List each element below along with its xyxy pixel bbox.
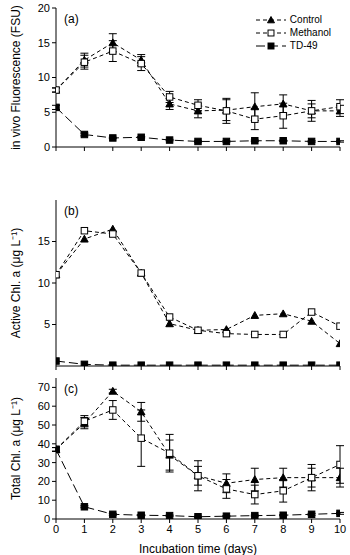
svg-text:6: 6 (223, 523, 229, 535)
svg-text:20: 20 (38, 475, 50, 487)
html-text:(c): (c) (64, 382, 78, 396)
html-text:(a): (a) (64, 12, 79, 26)
html-text:TD-49: TD-49 (289, 40, 318, 51)
html-text:Control: Control (289, 14, 323, 25)
svg-text:15: 15 (38, 37, 50, 49)
svg-text:2: 2 (110, 523, 116, 535)
svg-text:5: 5 (44, 106, 50, 118)
svg-text:20: 20 (38, 2, 50, 14)
svg-text:50: 50 (38, 419, 50, 431)
svg-text:15: 15 (38, 235, 50, 247)
svg-text:10: 10 (334, 523, 342, 535)
svg-text:0: 0 (53, 523, 59, 535)
svg-text:10: 10 (38, 277, 50, 289)
svg-text:in vivo Fluorescence (FSU): in vivo Fluorescence (FSU) (9, 5, 23, 150)
html-text:(b): (b) (64, 204, 79, 218)
svg-text:60: 60 (38, 400, 50, 412)
svg-text:0: 0 (44, 513, 50, 525)
svg-text:7: 7 (252, 523, 258, 535)
svg-text:4: 4 (167, 523, 173, 535)
svg-text:Active Chl. a (μg L⁻¹): Active Chl. a (μg L⁻¹) (9, 228, 23, 338)
svg-text:9: 9 (309, 523, 315, 535)
svg-text:10: 10 (38, 71, 50, 83)
svg-text:3: 3 (138, 523, 144, 535)
svg-text:30: 30 (38, 457, 50, 469)
svg-text:40: 40 (38, 438, 50, 450)
html-text:Methanol: Methanol (289, 27, 331, 38)
svg-text:1: 1 (81, 523, 87, 535)
svg-text:0: 0 (44, 141, 50, 153)
svg-text:Incubation time (days): Incubation time (days) (139, 542, 257, 555)
svg-text:5: 5 (195, 523, 201, 535)
svg-text:10: 10 (38, 494, 50, 506)
svg-text:Total Chl. a (μg L⁻¹): Total Chl. a (μg L⁻¹) (9, 397, 23, 500)
svg-text:70: 70 (38, 381, 50, 393)
svg-text:8: 8 (280, 523, 286, 535)
svg-text:5: 5 (44, 318, 50, 330)
